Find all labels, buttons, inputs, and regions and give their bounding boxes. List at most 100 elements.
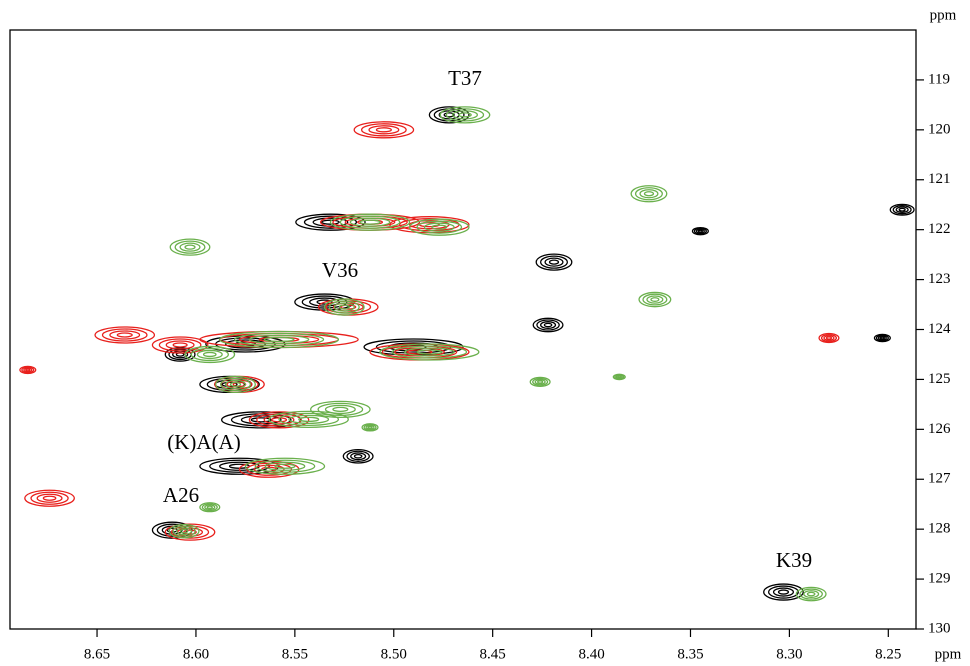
contour: [353, 121, 415, 139]
contour: [254, 459, 316, 473]
contour: [772, 587, 795, 597]
contour: [777, 589, 790, 595]
contour: [220, 377, 251, 392]
contour: [406, 349, 433, 355]
contour: [820, 333, 838, 342]
contour: [368, 125, 400, 135]
contour: [535, 253, 573, 271]
contour: [303, 215, 358, 229]
contour: [806, 591, 816, 597]
contour: [617, 375, 622, 379]
y-tick-label: 126: [928, 421, 951, 437]
contour: [375, 127, 392, 133]
x-tick-label: 8.40: [578, 646, 604, 662]
peak: [532, 317, 564, 333]
contour: [324, 404, 356, 415]
contour: [539, 255, 568, 269]
peak: [323, 298, 365, 316]
contour: [164, 347, 196, 362]
contour: [183, 529, 197, 535]
contour: [534, 379, 546, 385]
contour: [248, 334, 310, 345]
contour: [873, 333, 891, 343]
contour: [240, 415, 282, 425]
contour: [825, 336, 833, 340]
contour: [244, 457, 326, 475]
contour: [224, 339, 266, 349]
contour: [536, 319, 560, 331]
contour: [879, 336, 885, 340]
contour: [109, 330, 141, 340]
contour: [445, 108, 485, 122]
peak: [439, 106, 491, 124]
annotation: T37: [448, 66, 482, 90]
contour: [693, 227, 707, 235]
peak: [268, 410, 349, 429]
contour: [615, 374, 623, 379]
contour: [877, 335, 887, 341]
contour: [889, 203, 915, 216]
contour: [219, 330, 340, 349]
contour: [379, 343, 480, 361]
peak: [342, 448, 374, 464]
contour: [342, 448, 374, 464]
x-tick-label: 8.65: [84, 646, 110, 662]
peak: [215, 375, 256, 394]
contour: [346, 450, 370, 462]
contour: [338, 304, 350, 310]
x-tick-label: 8.35: [677, 646, 703, 662]
contour: [639, 189, 659, 199]
peak: [535, 253, 573, 271]
peak: [24, 489, 75, 507]
peak: [361, 423, 379, 432]
y-tick-label: 121: [928, 171, 951, 187]
contour: [349, 217, 391, 227]
contour: [391, 345, 468, 359]
contour: [875, 334, 889, 342]
y-tick-label: 125: [928, 371, 951, 387]
peak: [873, 333, 891, 343]
contour: [614, 374, 625, 380]
contour: [250, 417, 272, 423]
contour: [403, 347, 455, 357]
x-tick-label: 8.45: [480, 646, 506, 662]
contour: [176, 527, 193, 536]
contour: [317, 402, 364, 417]
contour: [288, 414, 330, 425]
contour: [101, 328, 148, 342]
x-axis-label: ppm: [935, 646, 962, 662]
contour: [204, 504, 216, 511]
contour: [344, 217, 396, 227]
contour: [215, 375, 256, 394]
contour: [892, 205, 912, 215]
y-tick-label: 120: [928, 121, 951, 137]
peak: [612, 373, 626, 381]
contour: [537, 380, 544, 384]
peak: [329, 213, 411, 231]
y-tick-label: 129: [928, 571, 951, 587]
contour: [416, 220, 463, 234]
contour: [353, 453, 363, 459]
peak: [94, 326, 156, 344]
contour: [172, 342, 188, 348]
peak: [795, 586, 827, 602]
contour: [439, 106, 491, 124]
contour: [151, 336, 209, 354]
contour: [431, 224, 448, 230]
contour: [116, 332, 133, 338]
contour: [803, 590, 820, 599]
contour: [164, 523, 216, 541]
y-tick-label: 128: [928, 521, 951, 537]
contour: [202, 351, 217, 358]
contour: [328, 300, 360, 314]
contour: [643, 191, 655, 197]
contour: [339, 215, 401, 229]
peak: [169, 238, 211, 256]
peak: [19, 365, 37, 375]
y-tick-label: 124: [928, 321, 951, 337]
peak: [199, 502, 221, 513]
contour: [532, 377, 549, 386]
contour: [428, 106, 470, 124]
x-tick-label: 8.55: [282, 646, 308, 662]
peak: [310, 400, 371, 419]
